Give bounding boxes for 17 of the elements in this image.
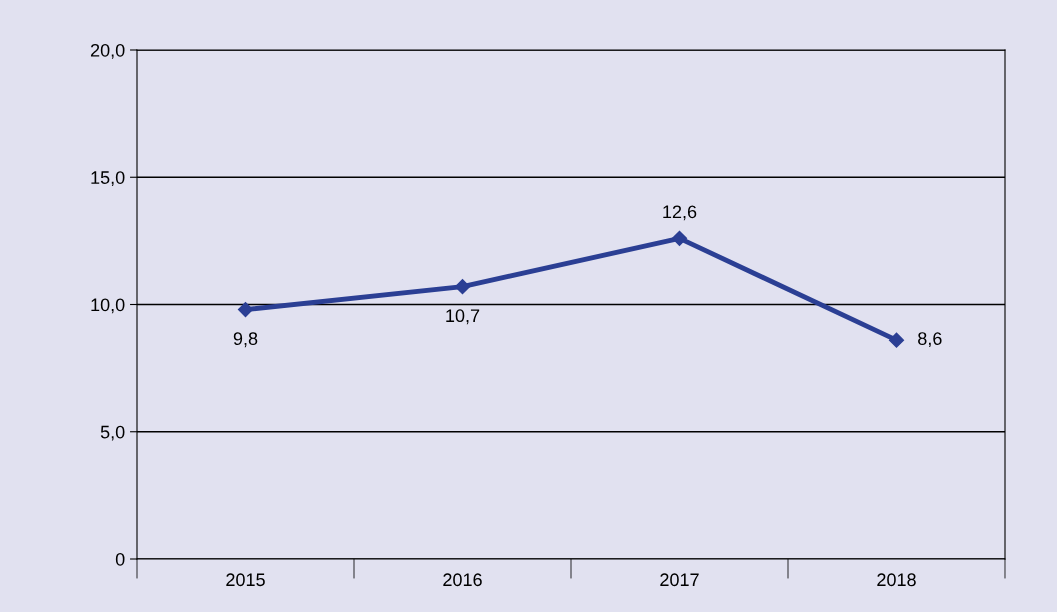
x-tick-label: 2015 bbox=[226, 573, 265, 587]
point bbox=[671, 230, 688, 246]
y-tick-label: 0 bbox=[115, 552, 125, 566]
point bbox=[888, 332, 905, 348]
x-tick-label: 2017 bbox=[660, 573, 699, 587]
text: 8,6 bbox=[918, 332, 942, 348]
text: 10,7 bbox=[446, 309, 480, 325]
text: 9,8 bbox=[233, 332, 258, 348]
point bbox=[454, 279, 471, 295]
y-tick-label: 15,0 bbox=[91, 171, 125, 187]
x-tick-label: 2016 bbox=[443, 573, 482, 587]
y-tick-label: 5,0 bbox=[100, 425, 125, 441]
y-tick-label: 20,0 bbox=[90, 43, 125, 59]
point bbox=[237, 302, 254, 318]
x-tick-label: 2018 bbox=[877, 573, 916, 587]
text: 12,6 bbox=[663, 205, 697, 221]
y-tick-label: 10,0 bbox=[91, 298, 125, 314]
